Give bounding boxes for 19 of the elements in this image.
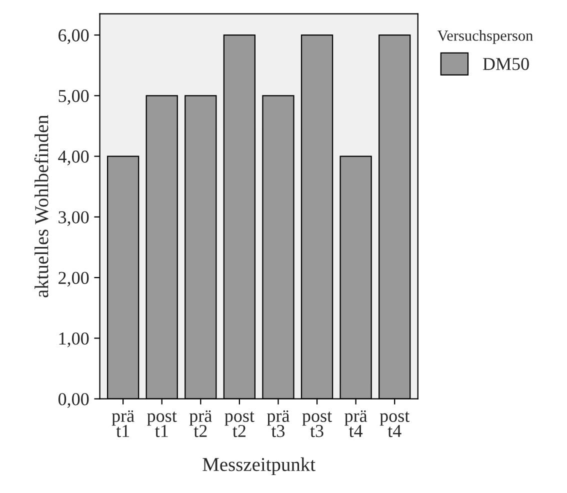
x-tick-label: prä t3 <box>266 410 290 438</box>
y-tick-label: 4,00 <box>58 150 89 166</box>
x-tick-label: post t2 <box>224 412 254 438</box>
y-axis-title: aktuelles Wohlbefinden <box>34 114 48 298</box>
x-tick-label: post t3 <box>302 412 332 438</box>
x-tick-label: prä t1 <box>112 410 134 438</box>
legend-label: DM50 <box>482 58 529 70</box>
x-axis-title: Messzeitpunkt <box>202 457 316 476</box>
x-tick-label: post t4 <box>380 412 410 438</box>
y-tick-label: 1,00 <box>59 332 89 348</box>
x-tick-label: prä t2 <box>189 410 212 438</box>
y-tick-label: 5,00 <box>58 90 89 105</box>
legend-title: Versuchsperson <box>437 30 533 44</box>
y-tick-label: 0,00 <box>58 393 89 408</box>
y-tick-label: 3,00 <box>58 211 89 226</box>
y-tick-label: 6,00 <box>58 29 89 44</box>
y-tick-label: 2,00 <box>58 272 89 287</box>
x-tick-label: post t1 <box>147 412 177 438</box>
x-tick-label: prä t4 <box>344 410 368 438</box>
